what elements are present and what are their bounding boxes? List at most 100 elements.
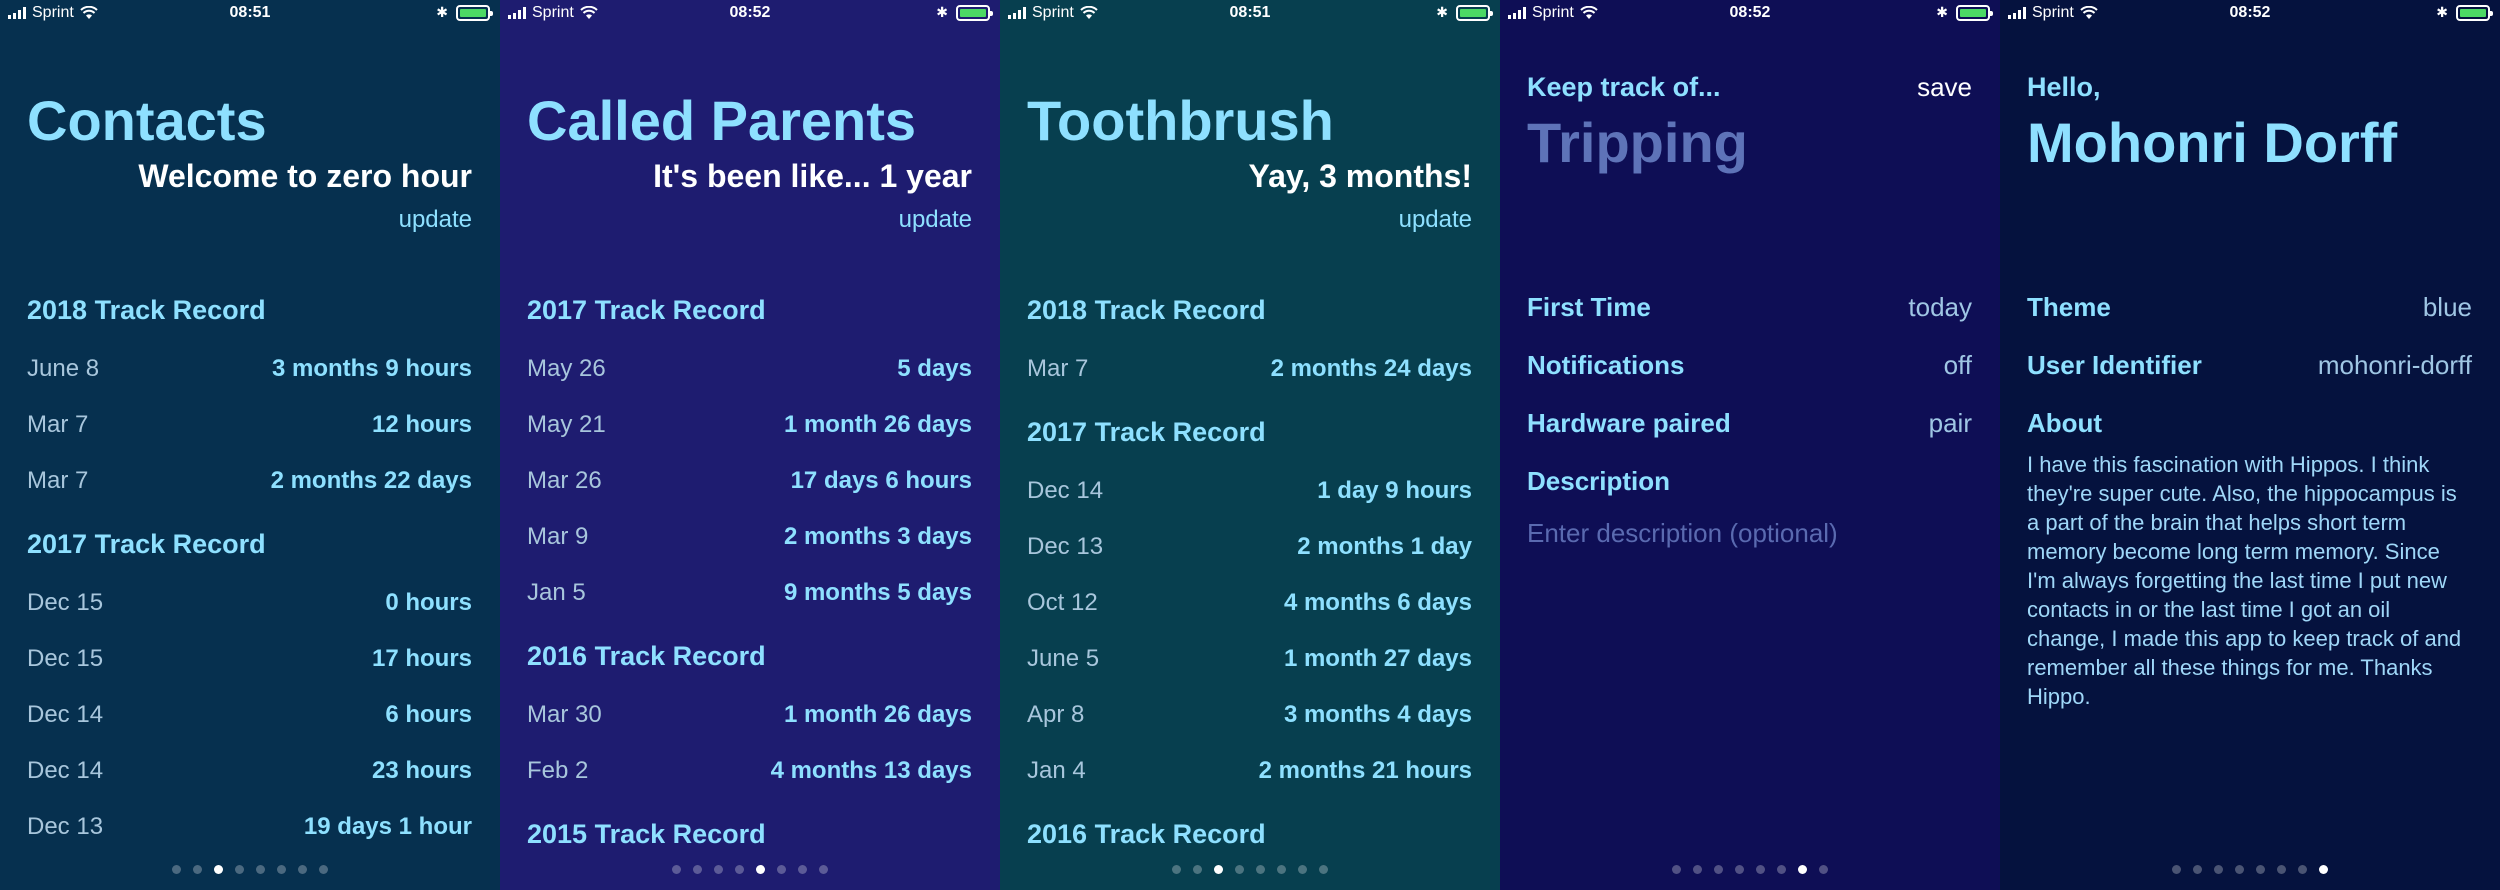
page-dot[interactable]	[2298, 865, 2307, 874]
screen-profile: Sprint 08:52 ✱ Hello, Mohonri Dorff Them…	[2000, 0, 2500, 890]
update-button[interactable]: update	[1398, 206, 1472, 233]
list-item[interactable]: Mar 7 12 hours	[27, 411, 472, 438]
page-dot[interactable]	[1319, 865, 1328, 874]
hardware-paired-row[interactable]: Hardware paired pair	[1527, 407, 1972, 438]
page-title: Called Parents	[527, 89, 917, 152]
list-item[interactable]: Dec 14 1 day 9 hours	[1027, 477, 1472, 504]
elapsed-subtitle: Yay, 3 months!	[1248, 158, 1472, 194]
update-button[interactable]: update	[898, 206, 972, 233]
about-label-row: About	[2027, 407, 2103, 438]
page-dot[interactable]	[193, 865, 202, 874]
page-indicator[interactable]	[500, 865, 1000, 874]
description-input[interactable]	[1527, 518, 1972, 549]
notifications-row[interactable]: Notifications off	[1527, 349, 1972, 380]
page-dot[interactable]	[2214, 865, 2223, 874]
page-dot[interactable]	[693, 865, 702, 874]
save-button[interactable]: save	[1917, 72, 1972, 102]
page-indicator[interactable]	[1000, 865, 1500, 874]
page-dot[interactable]	[1298, 865, 1307, 874]
list-item[interactable]: May 26 5 days	[527, 355, 972, 382]
section-header: 2017 Track Record	[27, 529, 266, 559]
screen-new-tracker: Sprint 08:52 ✱ Keep track of... save Tri…	[1500, 0, 2000, 890]
page-dot[interactable]	[1819, 865, 1828, 874]
page-dot[interactable]	[214, 865, 223, 874]
page-dot[interactable]	[1777, 865, 1786, 874]
page-dot[interactable]	[319, 865, 328, 874]
page-dot[interactable]	[1714, 865, 1723, 874]
list-item[interactable]: Dec 15 17 hours	[27, 645, 472, 672]
page-dot[interactable]	[172, 865, 181, 874]
page-dot[interactable]	[756, 865, 765, 874]
wifi-icon	[80, 6, 98, 19]
page-dot[interactable]	[714, 865, 723, 874]
list-item[interactable]: Oct 12 4 months 6 days	[1027, 589, 1472, 616]
page-dot[interactable]	[1798, 865, 1807, 874]
first-time-row[interactable]: First Time today	[1527, 291, 1972, 322]
bluetooth-icon: ✱	[1436, 4, 1448, 20]
section-header: 2016 Track Record	[1027, 819, 1266, 849]
page-dot[interactable]	[798, 865, 807, 874]
page-indicator[interactable]	[2000, 865, 2500, 874]
page-dot[interactable]	[298, 865, 307, 874]
list-item[interactable]: Mar 26 17 days 6 hours	[527, 467, 972, 494]
page-dot[interactable]	[2193, 865, 2202, 874]
page-dot[interactable]	[1256, 865, 1265, 874]
list-item[interactable]: Dec 14 6 hours	[27, 701, 472, 728]
list-item[interactable]: Dec 15 0 hours	[27, 589, 472, 616]
page-dot[interactable]	[672, 865, 681, 874]
page-dot[interactable]	[277, 865, 286, 874]
list-item[interactable]: Dec 13 19 days 1 hour	[27, 813, 472, 840]
page-dot[interactable]	[2235, 865, 2244, 874]
page-dot[interactable]	[1735, 865, 1744, 874]
page-dot[interactable]	[777, 865, 786, 874]
page-indicator[interactable]	[0, 865, 500, 874]
carrier-label: Sprint	[532, 4, 574, 21]
status-time: 08:52	[729, 4, 771, 21]
list-item[interactable]: May 21 1 month 26 days	[527, 411, 972, 438]
wifi-icon	[1580, 6, 1598, 19]
page-dot[interactable]	[735, 865, 744, 874]
user-name: Mohonri Dorff	[2027, 111, 2398, 174]
page-dot[interactable]	[2319, 865, 2328, 874]
page-dot[interactable]	[1693, 865, 1702, 874]
section-header: 2017 Track Record	[527, 295, 766, 325]
page-dot[interactable]	[1214, 865, 1223, 874]
carrier-label: Sprint	[1032, 4, 1074, 21]
theme-row[interactable]: Theme blue	[2027, 291, 2472, 322]
list-item[interactable]: Dec 13 2 months 1 day	[1027, 533, 1472, 560]
signal-icon	[1508, 7, 1526, 19]
page-dot[interactable]	[1756, 865, 1765, 874]
section-header: 2018 Track Record	[27, 295, 266, 325]
list-item[interactable]: Mar 30 1 month 26 days	[527, 701, 972, 728]
tracker-name-field[interactable]: Tripping	[1527, 111, 1748, 174]
page-dot[interactable]	[1172, 865, 1181, 874]
page-dot[interactable]	[2172, 865, 2181, 874]
page-indicator[interactable]	[1500, 865, 2000, 874]
bluetooth-icon: ✱	[2436, 4, 2448, 20]
page-dot[interactable]	[1193, 865, 1202, 874]
page-dot[interactable]	[2277, 865, 2286, 874]
about-text: I have this fascination with Hippos. I t…	[2027, 452, 2462, 709]
page-dot[interactable]	[819, 865, 828, 874]
page-dot[interactable]	[1277, 865, 1286, 874]
page-dot[interactable]	[2256, 865, 2265, 874]
section-header: 2016 Track Record	[527, 641, 766, 671]
page-dot[interactable]	[1672, 865, 1681, 874]
page-dot[interactable]	[256, 865, 265, 874]
user-identifier-row[interactable]: User Identifier mohonri-dorff	[2027, 349, 2472, 380]
update-button[interactable]: update	[398, 206, 472, 233]
signal-icon	[1008, 7, 1026, 19]
status-time: 08:52	[2229, 4, 2271, 21]
list-item[interactable]: Dec 14 23 hours	[27, 757, 472, 784]
page-dot[interactable]	[235, 865, 244, 874]
page-dot[interactable]	[1235, 865, 1244, 874]
